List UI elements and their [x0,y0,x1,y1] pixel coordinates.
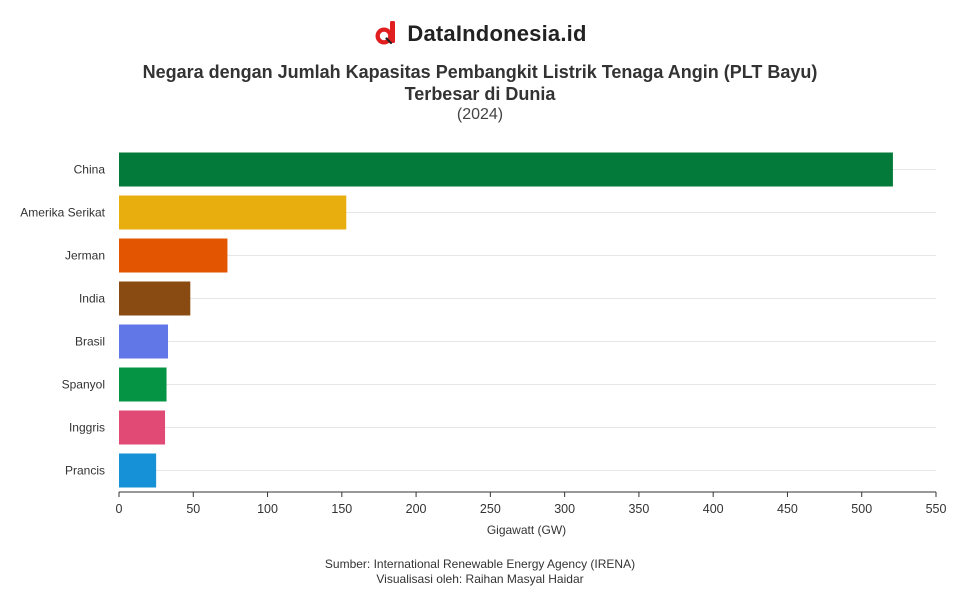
category-label: Inggris [69,421,105,435]
x-tick-label: 400 [703,502,724,516]
chart-subtitle: (2024) [456,106,504,123]
x-tick-label: 150 [331,502,352,516]
x-tick-label: 100 [257,502,278,516]
source-note: Sumber: International Renewable Energy A… [324,557,636,571]
category-label: Brasil [75,335,105,349]
x-tick-label: 250 [480,502,501,516]
bar-inggris [119,410,166,445]
brand-header: DataIndonesia.id [0,20,960,48]
x-tick-label: 550 [926,502,947,516]
brand-name: DataIndonesia.id [407,21,587,46]
bar-amerika-serikat [119,195,347,230]
bar-india [119,281,191,316]
category-label: Jerman [65,249,105,263]
x-tick-label: 500 [851,502,872,516]
chart-title: Negara dengan Jumlah Kapasitas Pembangki… [0,61,960,105]
category-label: China [74,163,106,177]
d-magnifier-logo-icon [375,21,396,45]
x-tick-label: 450 [777,502,798,516]
bar-jerman [119,238,228,273]
bar-spanyol [119,367,167,402]
x-tick-label: 0 [116,502,123,516]
bar-brasil [119,324,169,359]
x-tick-label: 200 [406,502,427,516]
category-label: Spanyol [62,378,105,392]
footer: Sumber: International Renewable Energy A… [0,557,960,587]
x-tick-label: 50 [186,502,200,516]
chart-title-line-1: Negara dengan Jumlah Kapasitas Pembangki… [142,62,818,82]
bar-prancis [119,453,157,488]
category-label: India [79,292,105,306]
credit-note: Visualisasi oleh: Raihan Masyal Haidar [376,572,584,586]
x-axis-title: Gigawatt (GW) [487,523,566,537]
bar-china [119,152,893,187]
category-label: Amerika Serikat [20,206,105,220]
x-tick-label: 300 [554,502,575,516]
x-tick-label: 350 [628,502,649,516]
chart-title-line-2: Terbesar di Dunia [404,84,556,104]
category-label: Prancis [65,464,105,478]
